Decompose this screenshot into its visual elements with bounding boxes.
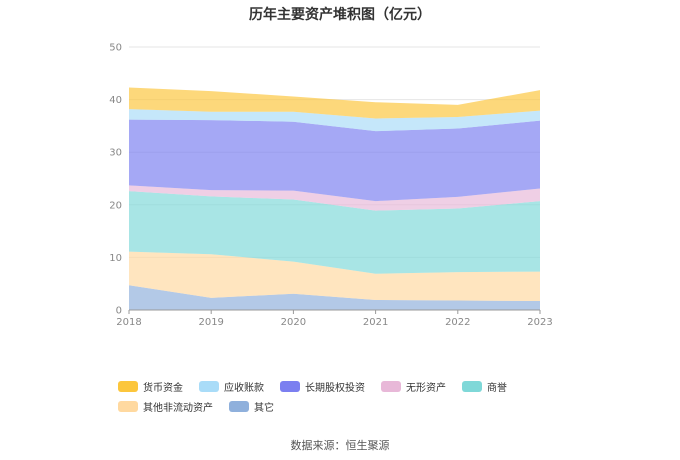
legend-label: 货币资金 xyxy=(143,382,183,394)
legend-swatch xyxy=(280,380,300,392)
legend-label: 商誉 xyxy=(487,382,507,394)
legend-label: 应收账款 xyxy=(224,382,264,394)
x-tick-label: 2018 xyxy=(116,317,141,328)
axes: 0 10 20 30 40 50 2018 2019 2020 2021 2022 2023 xyxy=(109,43,552,329)
legend-swatch xyxy=(462,380,482,392)
area-series-1[interactable] xyxy=(129,251,540,302)
legend-swatch xyxy=(199,380,219,392)
legend-item[interactable]: 其它 xyxy=(229,396,274,416)
legend-item[interactable]: 其他非流动资产 xyxy=(118,396,213,416)
x-tick-label: 2020 xyxy=(281,317,306,328)
x-tick-label: 2023 xyxy=(527,317,552,328)
y-tick-label: 0 xyxy=(116,306,122,317)
legend-item[interactable]: 货币资金 xyxy=(118,376,183,396)
y-tick-label: 30 xyxy=(109,148,122,159)
legend-item[interactable]: 应收账款 xyxy=(199,376,264,396)
area-series-0[interactable] xyxy=(129,285,540,310)
legend-swatch xyxy=(118,380,138,392)
legend: 货币资金 应收账款 长期股权投资 无形资产 商誉其他非流动资产 其它 xyxy=(118,376,578,416)
area-series-3[interactable] xyxy=(129,185,540,211)
data-source: 数据来源：恒生聚源 xyxy=(290,439,390,452)
legend-swatch xyxy=(229,400,249,412)
legend-label: 长期股权投资 xyxy=(305,382,365,394)
chart-title: 历年主要资产堆积图（亿元） xyxy=(249,7,431,23)
area-series-4[interactable] xyxy=(129,119,540,202)
legend-swatch xyxy=(381,380,401,392)
area-series xyxy=(129,87,540,310)
legend-item[interactable]: 长期股权投资 xyxy=(280,376,365,396)
legend-item[interactable]: 无形资产 xyxy=(381,376,446,396)
legend-label: 无形资产 xyxy=(406,382,446,394)
legend-item[interactable]: 商誉 xyxy=(462,376,507,396)
y-tick-label: 10 xyxy=(109,253,122,264)
x-tick-label: 2022 xyxy=(445,317,470,328)
y-tick-label: 40 xyxy=(109,95,122,106)
legend-label: 其它 xyxy=(254,402,274,414)
y-tick-label: 50 xyxy=(109,43,122,54)
area-series-5[interactable] xyxy=(129,109,540,132)
area-series-6[interactable] xyxy=(129,87,540,119)
legend-label: 其他非流动资产 xyxy=(143,402,213,414)
area-series-2[interactable] xyxy=(129,191,540,274)
y-tick-label: 20 xyxy=(109,200,122,211)
x-tick-label: 2019 xyxy=(198,317,223,328)
x-tick-label: 2021 xyxy=(363,317,388,328)
legend-swatch xyxy=(118,400,138,412)
